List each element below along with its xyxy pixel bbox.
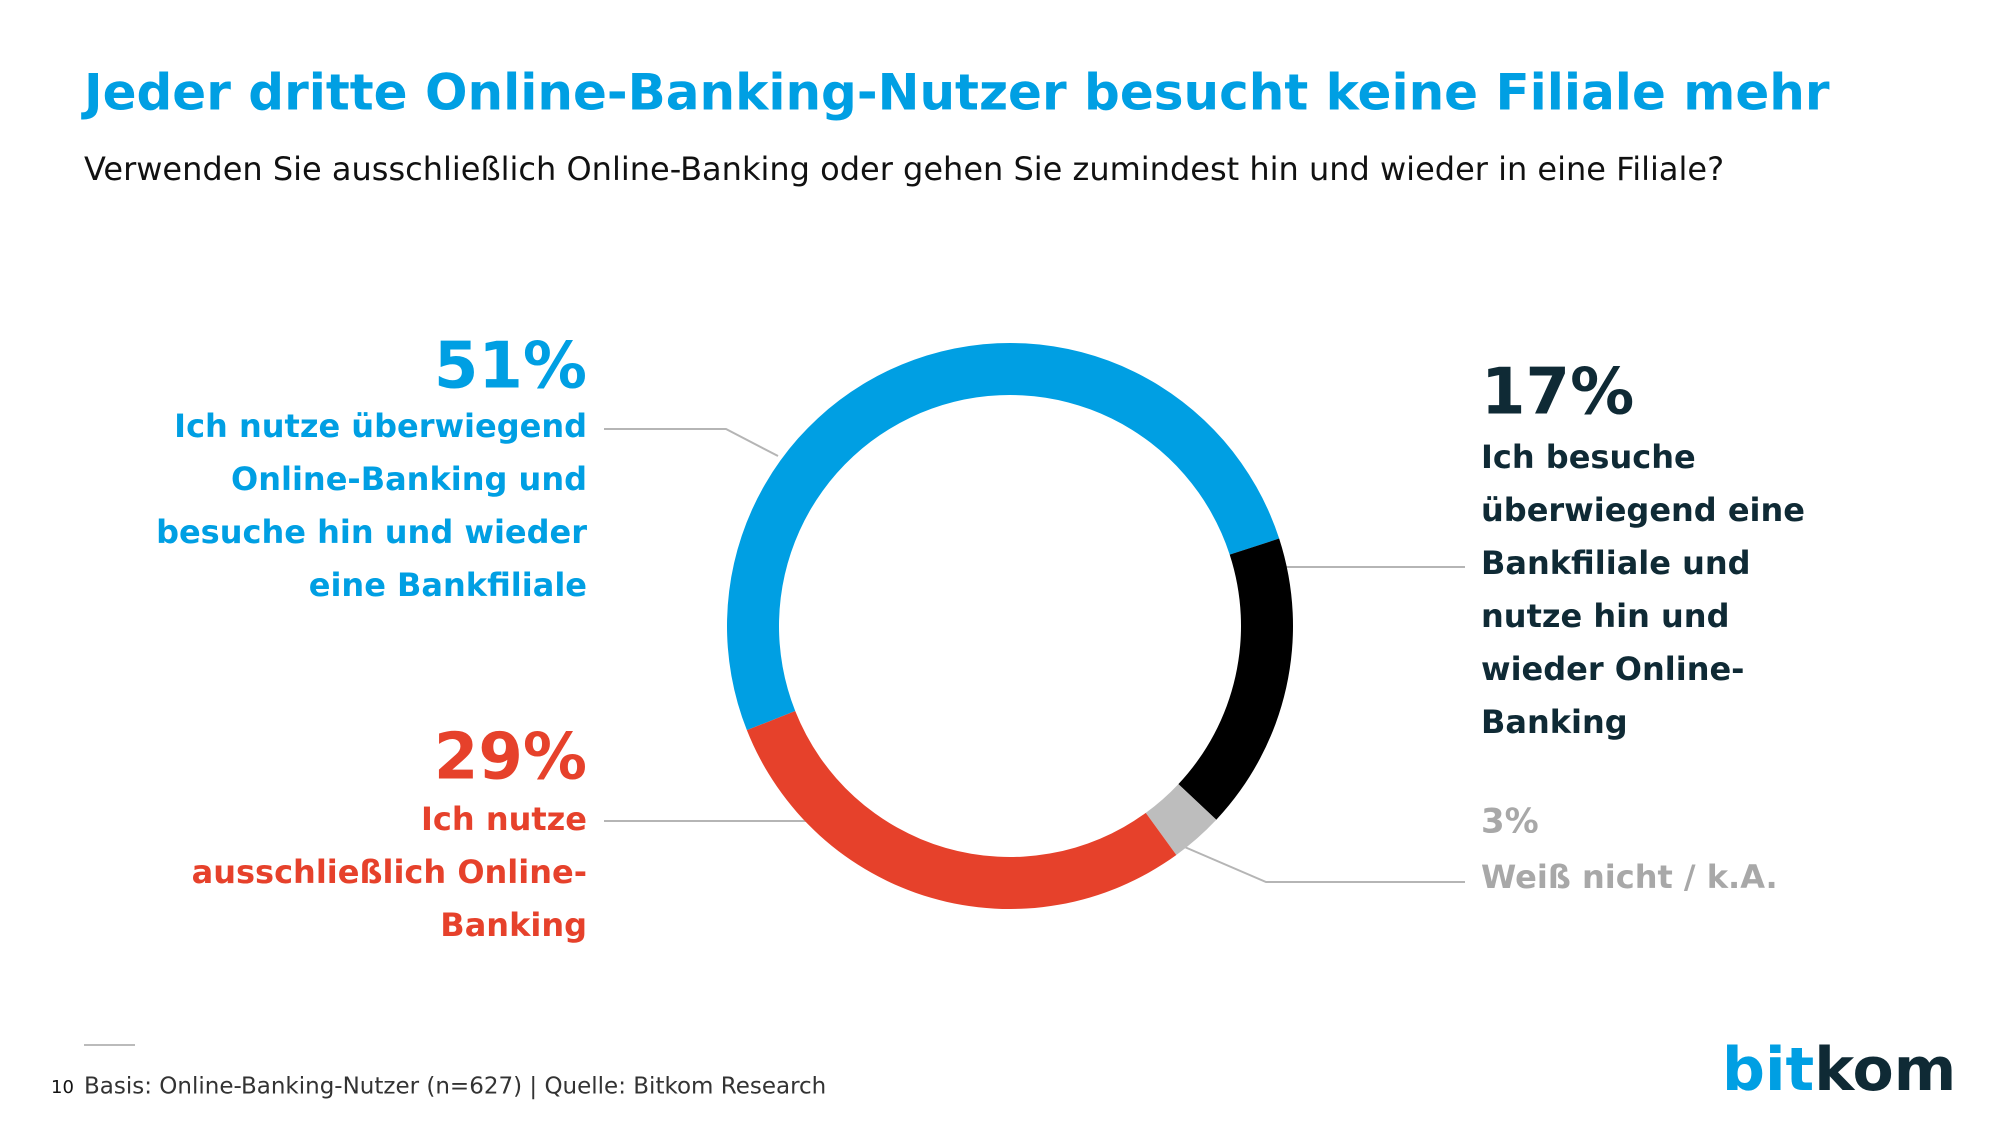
donut-segment	[1145, 784, 1217, 855]
chart-subtitle: Verwenden Sie ausschließlich Online-Bank…	[84, 150, 1724, 188]
category-label: Online-Banking und	[231, 460, 587, 498]
category-label: überwiegend eine	[1481, 491, 1805, 529]
donut-segment	[1178, 538, 1294, 820]
logo-part: kom	[1814, 1035, 1956, 1105]
logo: bitkom	[1722, 1035, 1956, 1105]
page-number: 10	[51, 1077, 74, 1098]
leader-line	[1172, 841, 1465, 883]
value-label: 29%	[434, 721, 587, 795]
value-label: 17%	[1481, 356, 1634, 430]
logo-part: bit	[1722, 1035, 1814, 1105]
category-label: Ich besuche	[1481, 438, 1696, 476]
value-label: 51%	[434, 330, 587, 404]
leader-line	[604, 428, 779, 457]
category-label: Bankfiliale und	[1481, 544, 1751, 582]
category-label: eine Bankfiliale	[309, 566, 587, 604]
donut-segment	[746, 711, 1177, 910]
footer-source: Basis: Online-Banking-Nutzer (n=627) | Q…	[84, 1074, 826, 1100]
category-label: Ich nutze überwiegend	[174, 407, 587, 445]
category-label: Banking	[1481, 703, 1628, 741]
category-label: Weiß nicht / k.A.	[1481, 858, 1778, 896]
chart-title: Jeder dritte Online-Banking-Nutzer besuc…	[81, 64, 1830, 122]
category-label: Banking	[440, 906, 587, 944]
category-label: wieder Online-	[1481, 650, 1744, 688]
category-label: ausschließlich Online-	[192, 853, 587, 891]
value-label: 3%	[1481, 802, 1539, 842]
category-label: besuche hin und wieder	[156, 513, 587, 551]
donut-segment	[727, 343, 1280, 731]
category-label: Ich nutze	[421, 800, 587, 838]
category-label: nutze hin und	[1481, 597, 1729, 635]
